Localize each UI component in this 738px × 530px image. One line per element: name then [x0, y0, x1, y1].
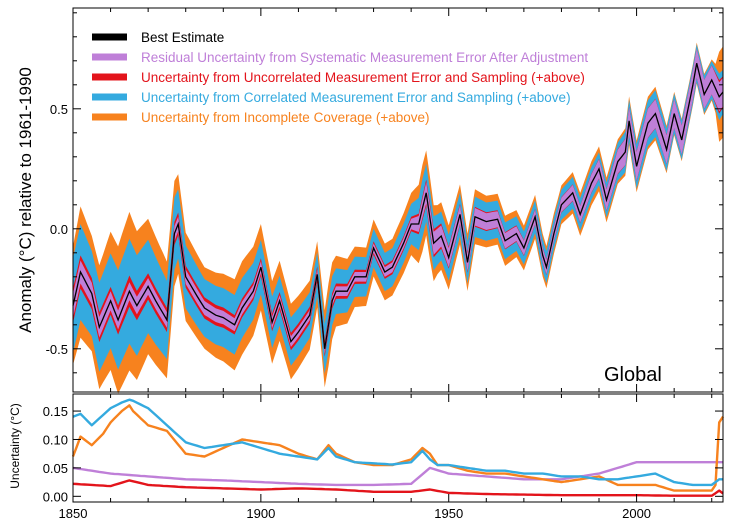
uncorrelated-uncertainty-line [72, 479, 724, 497]
legend-label: Uncertainty from Incomplete Coverage (+a… [141, 110, 430, 125]
best-estimate-series [72, 63, 724, 349]
x-tick-label: 1900 [246, 506, 275, 521]
best-estimate-line [72, 63, 724, 349]
y-tick-label: -0.5 [46, 342, 68, 357]
correlated-uncertainty-line [72, 398, 723, 487]
legend-label: Residual Uncertainty from Systematic Mea… [141, 50, 588, 65]
legend-label: Best Estimate [141, 30, 224, 45]
y-tick-label: 0.10 [43, 432, 68, 447]
y-tick-label: 0.0 [50, 222, 68, 237]
bottom-panel-axes: 1850 1900 1950 2000 0.00 0.05 0.10 0.15 [43, 393, 724, 521]
y-tick-label: 0.00 [43, 489, 68, 504]
top-panel-axes: -0.5 0.0 0.5 [46, 7, 724, 393]
legend-label: Uncertainty from Correlated Measurement … [141, 90, 571, 105]
top-y-axis-label: Anomaly (°C) relative to 1961-1990 [16, 67, 35, 333]
y-tick-label: 0.05 [43, 461, 68, 476]
x-tick-label: 2000 [622, 506, 651, 521]
legend: Best Estimate Residual Uncertainty from S… [92, 30, 588, 125]
uncertainty-bands [73, 42, 723, 394]
top-panel-frame [72, 7, 724, 393]
bottom-y-axis-label: Uncertainty (°C) [8, 403, 22, 488]
y-tick-label: 0.15 [43, 404, 68, 419]
bottom-panel-frame [72, 393, 724, 503]
x-tick-label: 1850 [59, 506, 88, 521]
residual-uncertainty-line [72, 461, 723, 487]
region-label: Global [604, 364, 662, 386]
legend-label: Uncertainty from Uncorrelated Measuremen… [141, 70, 585, 85]
x-tick-label: 1950 [434, 506, 463, 521]
y-tick-label: 0.5 [50, 102, 68, 117]
correlated-uncertainty-band [73, 44, 723, 374]
uncertainty-lines [71, 398, 724, 497]
